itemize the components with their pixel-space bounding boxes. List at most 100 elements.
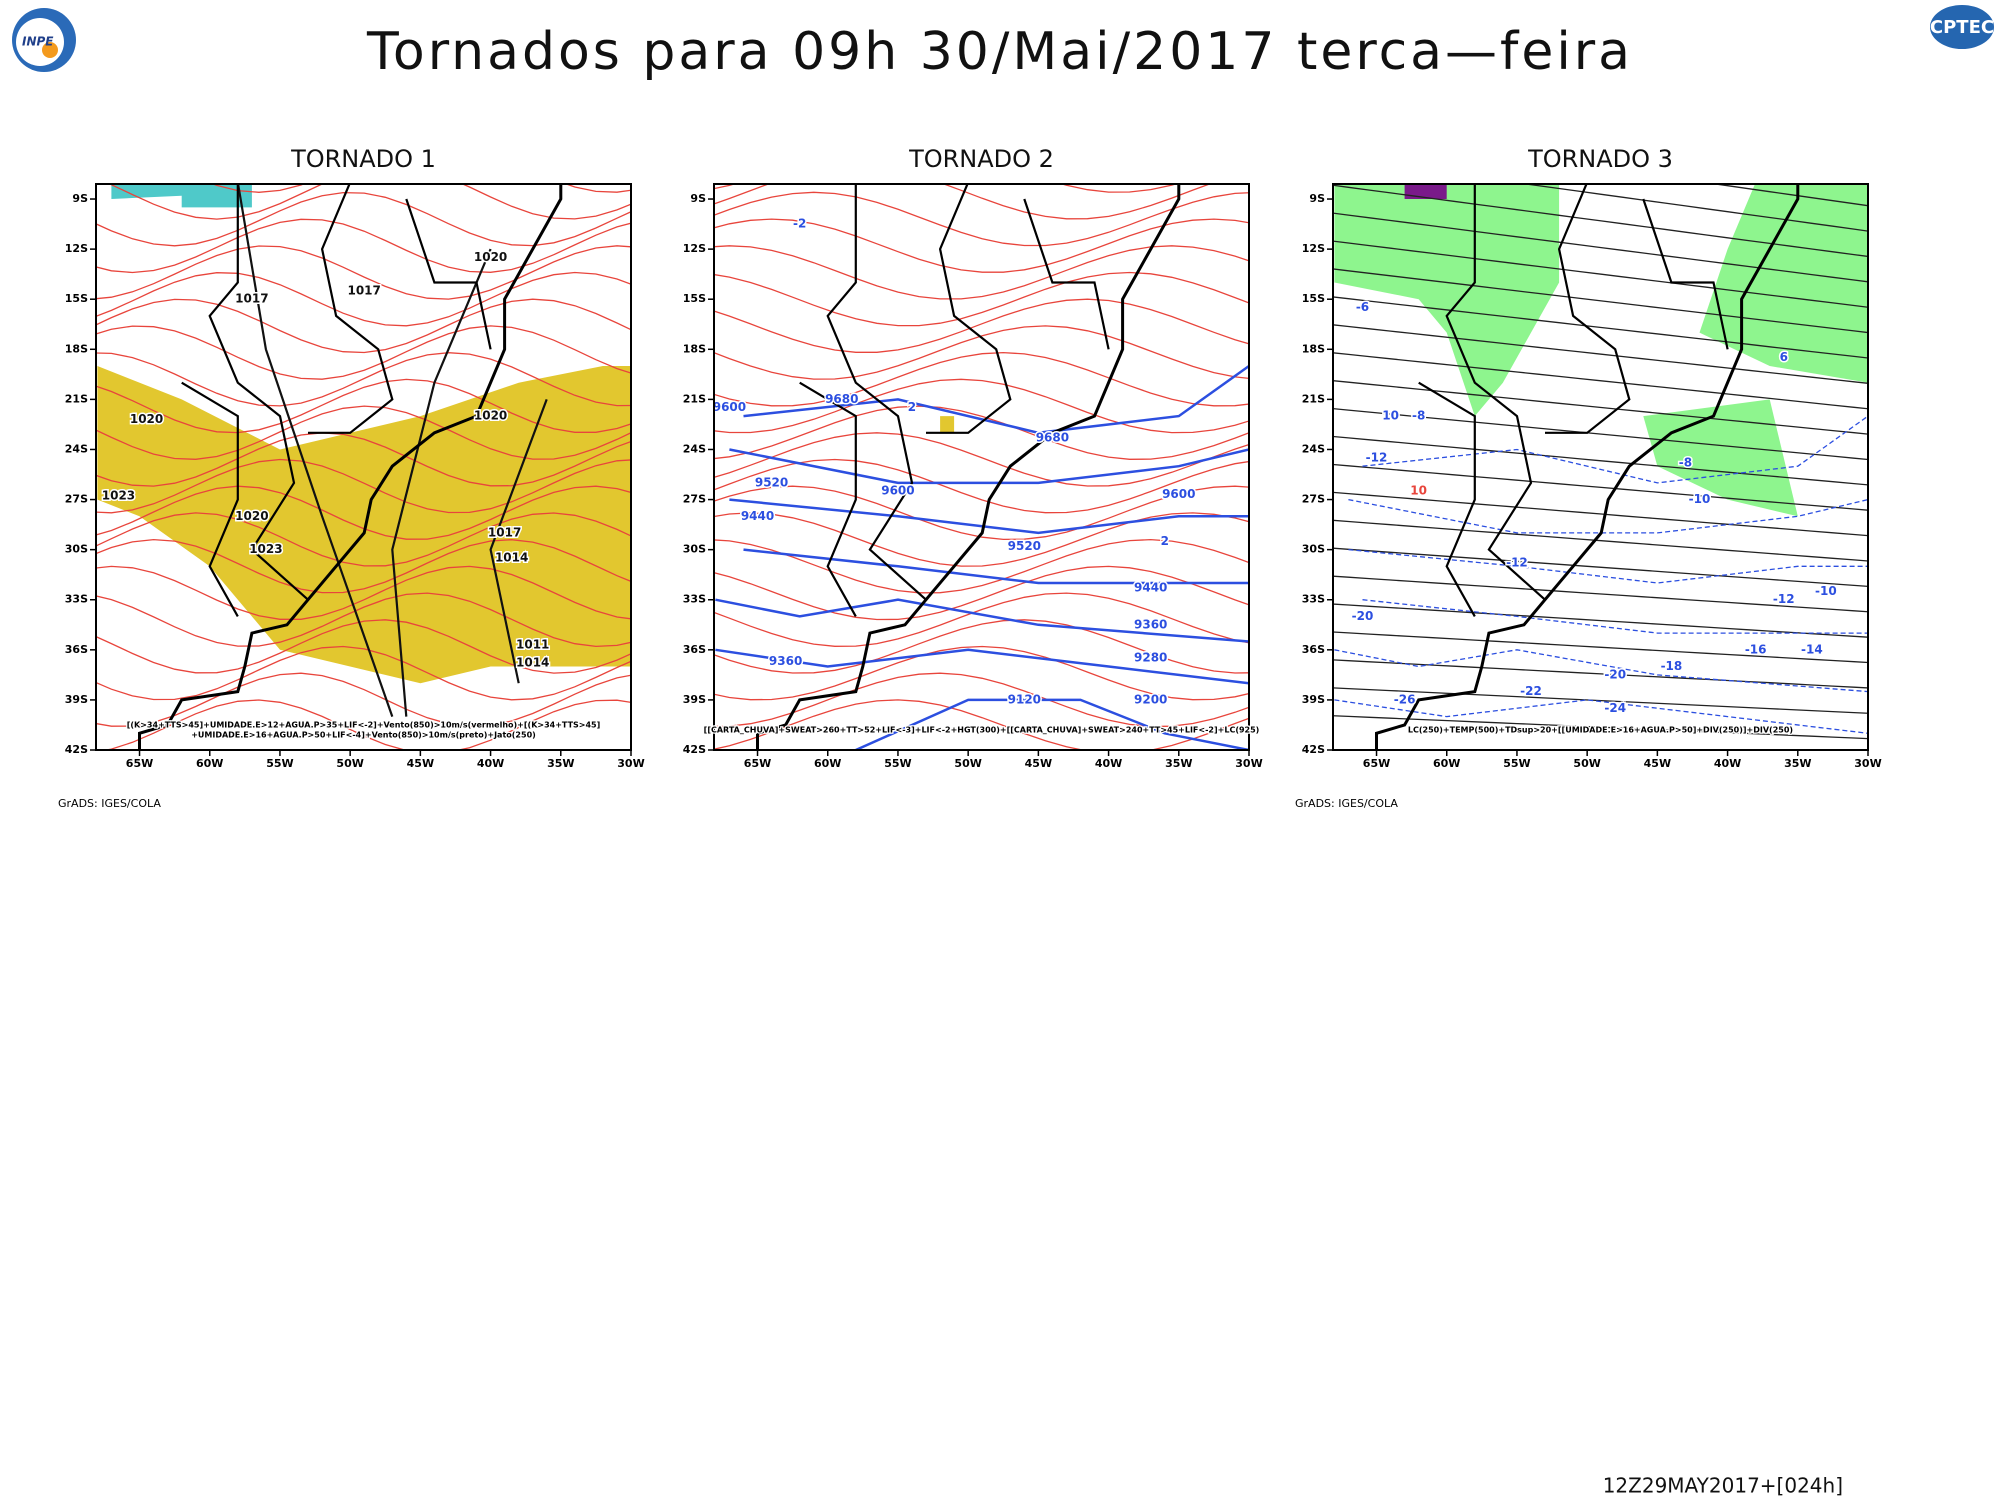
contour-label: 1020 [474, 250, 507, 264]
map-area: -6 6 -8 -8 -10 -12 10 10 -10 -12 -12 -20 -14 -16 -18 -2… [1333, 184, 1868, 750]
streamline [96, 245, 631, 300]
height-contour [715, 598, 1249, 643]
streamline [96, 672, 631, 728]
contour-label: 9200 [1134, 692, 1167, 706]
contour-label: -10 [1689, 492, 1711, 506]
height-contour [743, 364, 1249, 435]
lon-label: 55W [884, 757, 911, 770]
streamline [1333, 491, 1868, 537]
lat-label: 18S [683, 342, 706, 355]
border [1023, 198, 1110, 350]
contour-label: 1011 [516, 637, 549, 651]
coastline [1375, 184, 1800, 750]
map-panel: -2 9680 9600 2 9680 9520 9600 9600 9440 9520 9440 2… [683, 145, 1263, 770]
lon-label: 60W [196, 757, 223, 770]
contour-label: 10 [1410, 484, 1427, 498]
contour-label: -20 [1352, 609, 1374, 623]
contour-label: 1020 [130, 412, 163, 426]
pressure-contour [489, 399, 548, 684]
streamline [96, 378, 631, 434]
streamline [1521, 184, 1868, 232]
streamline [714, 245, 1249, 300]
streamline [96, 592, 631, 648]
map-panel: -6 6 -8 -8 -10 -12 10 10 -10 -12 -12 -20 -14 -16 -18 -2… [1295, 145, 1882, 810]
lon-label: 55W [1503, 757, 1530, 770]
contour-label: -12 [1366, 450, 1388, 464]
streamline [1333, 547, 1868, 588]
footer: GrADS: IGES/COLA [1295, 797, 1398, 810]
lat-label: 9S [690, 192, 706, 205]
streamline [714, 699, 1249, 750]
lat-label: 27S [1302, 493, 1325, 506]
lon-label: 30W [1235, 757, 1262, 770]
contour-label: 9520 [1008, 539, 1041, 553]
lon-label: 45W [1644, 757, 1671, 770]
streamline [714, 565, 1249, 621]
streamline [714, 298, 1249, 353]
streamline [1333, 240, 1868, 308]
streamline [714, 218, 1249, 273]
contour-label: -18 [1661, 659, 1683, 673]
lat-label: 36S [683, 643, 706, 656]
caption: [[CARTA_CHUVA]+SWEAT>260+TT>52+LIF<-3]+L… [704, 726, 1260, 735]
streamline [1333, 352, 1868, 410]
lon-label: 50W [1573, 757, 1600, 770]
streamline [714, 432, 1249, 487]
contour-label: -16 [1745, 642, 1767, 656]
lat-label: 33S [65, 593, 88, 606]
pressure-contour [391, 248, 492, 717]
contour-label: 9600 [1162, 487, 1195, 501]
shaded-region [111, 184, 252, 208]
temp-contour [1348, 548, 1868, 584]
streamline [714, 512, 1249, 567]
lat-label: 27S [65, 493, 88, 506]
border [208, 184, 309, 601]
streamline [1333, 268, 1868, 334]
streamline [96, 352, 631, 407]
lon-label: 65W [744, 757, 771, 770]
streamline [1333, 296, 1868, 359]
streamline [714, 191, 1249, 247]
contour-label: 1023 [249, 542, 282, 556]
streamline [96, 512, 631, 567]
lat-label: 39S [683, 693, 706, 706]
lon-label: 35W [1784, 757, 1811, 770]
contour-label: -12 [1773, 592, 1795, 606]
contour-label: -8 [1412, 409, 1425, 423]
contour-label: 9440 [741, 509, 774, 523]
border [1418, 381, 1476, 617]
contour-label: 1020 [474, 409, 507, 423]
contour-label: -6 [1356, 300, 1369, 314]
lon-label: 30W [617, 757, 644, 770]
streamline [714, 271, 1249, 327]
lat-label: 30S [683, 543, 706, 556]
map-area: 1020 1017 1017 1020 1020 1023 1020 1023 1017 1014… [96, 184, 631, 750]
lat-label: 9S [72, 192, 88, 205]
streamline [714, 592, 1249, 647]
border [1642, 198, 1729, 350]
caption: [(K>34+TTS>45]+UMIDADE.E>12+AGUA.P>35+LI… [127, 721, 601, 730]
shaded-region [97, 366, 631, 684]
streamline [1333, 575, 1868, 613]
logo-text: INPE [22, 35, 54, 49]
streamline [714, 645, 1249, 701]
lon-label: 50W [336, 757, 363, 770]
streamline [1333, 380, 1868, 435]
streamline [1333, 407, 1868, 461]
lat-label: 15S [1302, 292, 1325, 305]
streamline [714, 619, 1249, 674]
contour-label: 9360 [1134, 617, 1167, 631]
lat-label: 42S [65, 743, 88, 756]
streamline [714, 672, 1249, 728]
height-contour [729, 498, 1249, 535]
shaded-region [1334, 184, 1560, 417]
streamline [96, 405, 631, 460]
lat-label: 21S [65, 392, 88, 405]
logo-text: CPTEC [1930, 17, 1994, 38]
contour-label: 9520 [755, 475, 788, 489]
frame [95, 183, 632, 751]
lat-label: 42S [683, 743, 706, 756]
streamline [1333, 463, 1868, 511]
caption: +UMIDADE.E>16+AGUA.P>50+LIF<-4]+Vento(85… [191, 731, 536, 740]
border [405, 198, 492, 350]
